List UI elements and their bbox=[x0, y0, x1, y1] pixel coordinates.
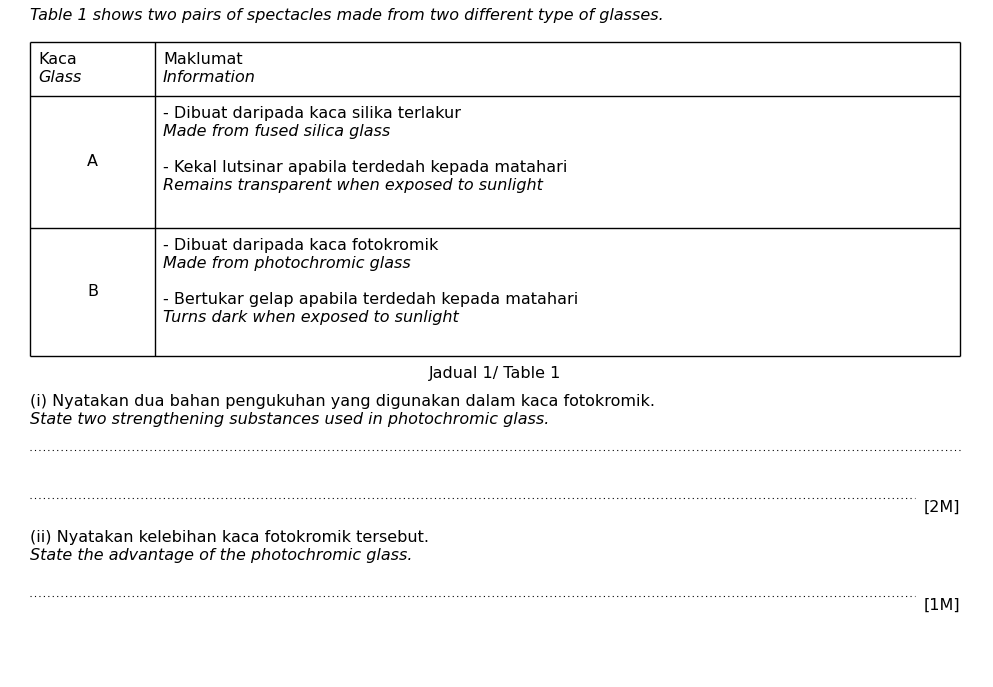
Text: - Kekal lutsinar apabila terdedah kepada matahari: - Kekal lutsinar apabila terdedah kepada… bbox=[163, 160, 567, 175]
Text: Turns dark when exposed to sunlight: Turns dark when exposed to sunlight bbox=[163, 310, 459, 325]
Text: Glass: Glass bbox=[38, 70, 81, 85]
Text: Information: Information bbox=[163, 70, 256, 85]
Text: Made from fused silica glass: Made from fused silica glass bbox=[163, 124, 390, 139]
Text: Remains transparent when exposed to sunlight: Remains transparent when exposed to sunl… bbox=[163, 178, 543, 193]
Text: State the advantage of the photochromic glass.: State the advantage of the photochromic … bbox=[30, 548, 412, 563]
Text: [1M]: [1M] bbox=[923, 598, 960, 613]
Text: Kaca: Kaca bbox=[38, 52, 76, 67]
Text: Jadual 1/ Table 1: Jadual 1/ Table 1 bbox=[429, 366, 561, 381]
Text: - Bertukar gelap apabila terdedah kepada matahari: - Bertukar gelap apabila terdedah kepada… bbox=[163, 292, 578, 307]
Text: - Dibuat daripada kaca fotokromik: - Dibuat daripada kaca fotokromik bbox=[163, 238, 438, 253]
Text: (i) Nyatakan dua bahan pengukuhan yang digunakan dalam kaca fotokromik.: (i) Nyatakan dua bahan pengukuhan yang d… bbox=[30, 394, 655, 409]
Text: Made from photochromic glass: Made from photochromic glass bbox=[163, 256, 411, 271]
Text: Table 1 shows two pairs of spectacles made from two different type of glasses.: Table 1 shows two pairs of spectacles ma… bbox=[30, 8, 663, 23]
Text: (ii) Nyatakan kelebihan kaca fotokromik tersebut.: (ii) Nyatakan kelebihan kaca fotokromik … bbox=[30, 530, 429, 545]
Text: [2M]: [2M] bbox=[923, 500, 960, 515]
Text: State two strengthening substances used in photochromic glass.: State two strengthening substances used … bbox=[30, 412, 549, 427]
Text: B: B bbox=[87, 284, 98, 300]
Text: Maklumat: Maklumat bbox=[163, 52, 242, 67]
Text: A: A bbox=[87, 155, 98, 170]
Text: - Dibuat daripada kaca silika terlakur: - Dibuat daripada kaca silika terlakur bbox=[163, 106, 461, 121]
